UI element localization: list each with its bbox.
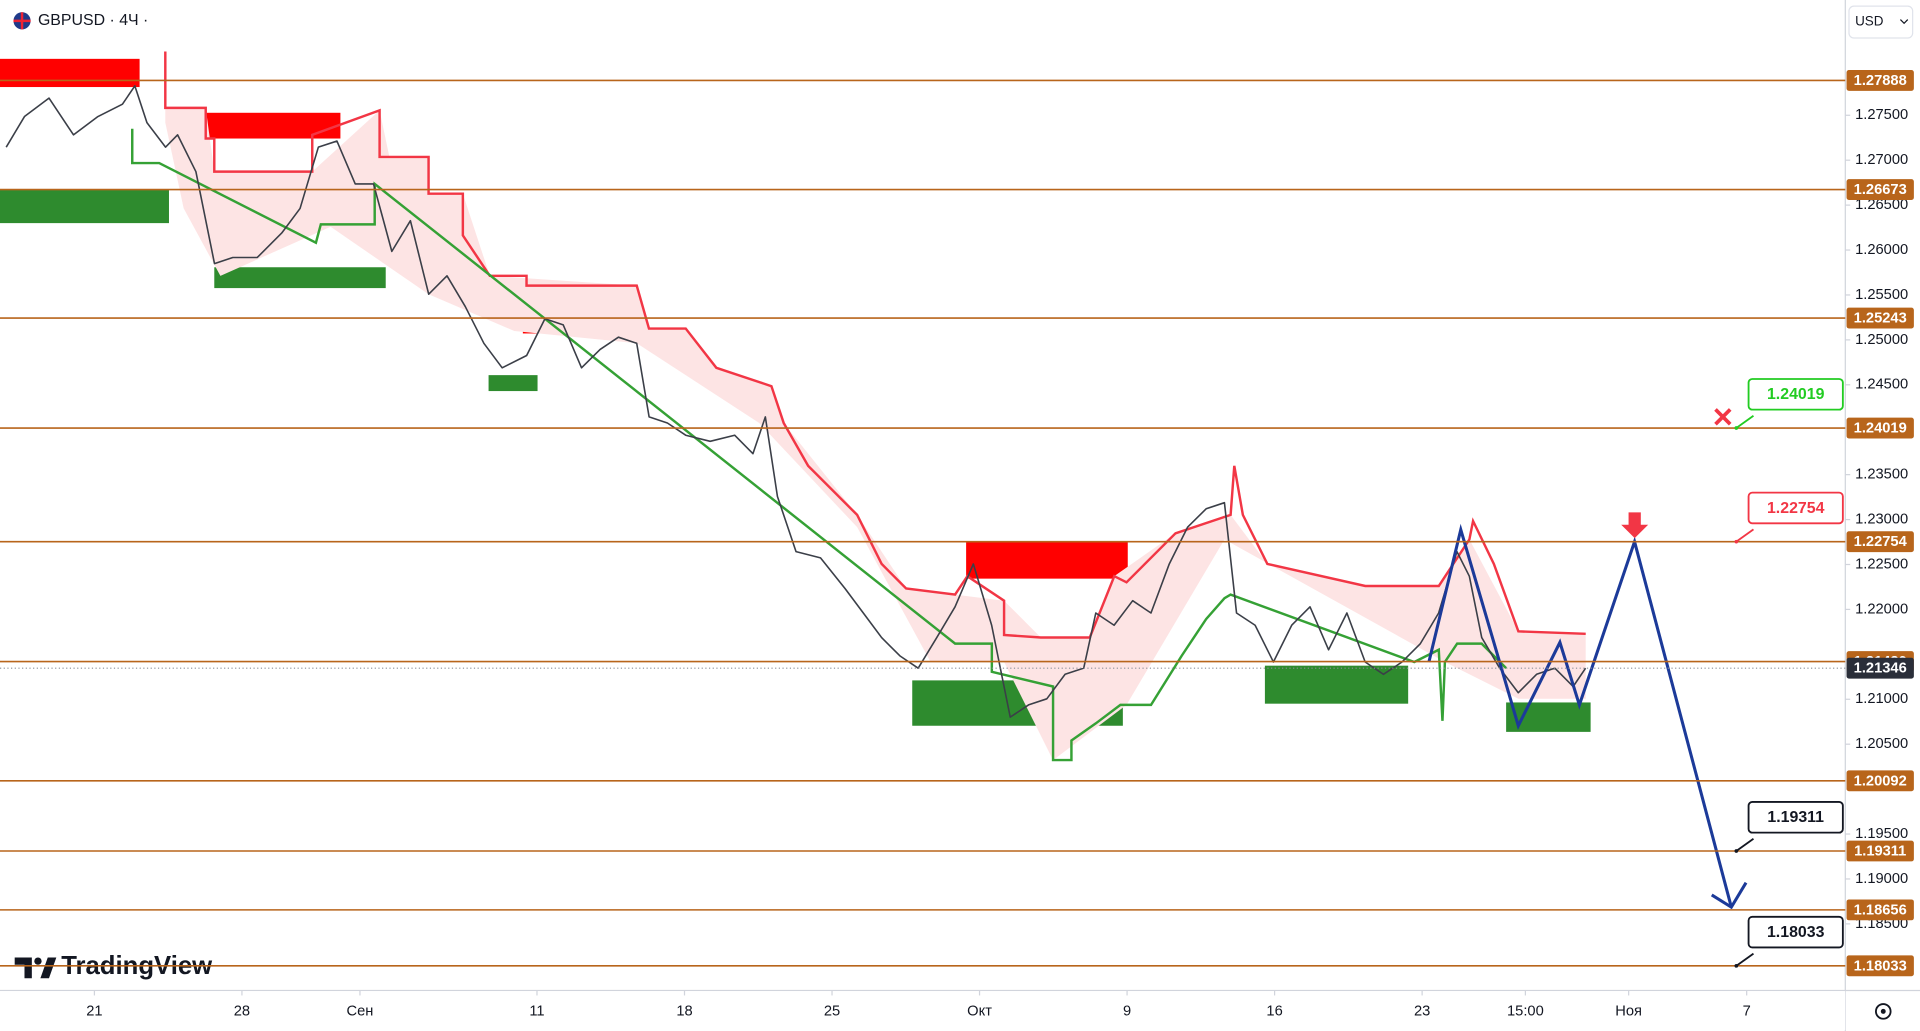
x-tick-label: 16 [1266, 1003, 1282, 1019]
y-tick-label: 1.26500 [1855, 197, 1908, 213]
x-tick-label: Сен [347, 1003, 374, 1019]
callout-label: 1.18033 [1767, 924, 1825, 941]
level-label-box [1846, 69, 1914, 91]
level-label: 1.20092 [1854, 773, 1907, 789]
x-tick-label: 18 [676, 1003, 692, 1019]
callout-box [1747, 915, 1844, 949]
x-tick-label: 11 [529, 1003, 544, 1019]
demand-zone [0, 190, 169, 224]
level-label-box [1846, 531, 1914, 553]
currency-selector[interactable] [1848, 5, 1914, 39]
callout-box [1747, 801, 1844, 834]
level-label: 1.26673 [1854, 182, 1907, 198]
y-tick-label: 1.23500 [1855, 467, 1908, 483]
level-label-box [1846, 770, 1914, 792]
supply-zone [966, 541, 1128, 579]
x-tick-label: 9 [1123, 1003, 1131, 1019]
x-tick-label: 7 [1743, 1003, 1751, 1019]
time-axis [0, 991, 1846, 1031]
callout-label: 1.19311 [1767, 809, 1824, 826]
level-label-box [1846, 899, 1914, 921]
y-tick-label: 1.22500 [1855, 556, 1908, 572]
band-fill [165, 107, 1586, 761]
logo-mark [40, 957, 57, 979]
level-label: 1.22754 [1854, 534, 1908, 550]
demand-zone [488, 375, 538, 392]
flag-cross [13, 12, 31, 30]
currency-label[interactable]: USD [1855, 14, 1884, 29]
last-price-box [1846, 657, 1914, 679]
demand-zone [1264, 665, 1409, 704]
level-label-box [1846, 955, 1914, 977]
last-price-label: 1.21346 [1854, 661, 1907, 677]
y-tick-label: 1.23000 [1855, 511, 1908, 527]
x-tick-label: 15:00 [1507, 1003, 1544, 1019]
x-tick-label: 25 [824, 1003, 840, 1019]
cancel-mark [1714, 408, 1732, 426]
callout-anchor [1734, 849, 1739, 853]
callout-pointer [1735, 952, 1755, 967]
callout-anchor [1734, 426, 1739, 430]
level-label: 1.25243 [1854, 311, 1907, 327]
down-arrow [1621, 512, 1649, 539]
callout-label: 1.24019 [1767, 386, 1825, 403]
y-tick-label: 1.21000 [1855, 691, 1908, 707]
settings-dot[interactable] [1880, 1008, 1886, 1014]
supply-zone [0, 58, 140, 88]
callout-box [1747, 491, 1844, 525]
trailing-band [131, 51, 1586, 762]
y-tick-label: 1.19000 [1855, 871, 1908, 887]
callout-anchor [1734, 539, 1739, 544]
logo-dot [34, 957, 42, 965]
y-tick-label: 1.25000 [1855, 332, 1908, 348]
y-tick-label: 1.26000 [1855, 242, 1908, 258]
level-label: 1.18656 [1854, 902, 1907, 918]
band-lower [131, 128, 1507, 762]
markers [1621, 408, 1732, 539]
level-label-box [1846, 417, 1914, 439]
level-label: 1.24019 [1854, 421, 1907, 437]
callout-label: 1.22754 [1767, 500, 1825, 517]
x-tick-label: 21 [86, 1003, 102, 1019]
demand-zone [214, 267, 386, 289]
y-tick-label: 1.27500 [1855, 107, 1908, 123]
forecast-arrowhead [1710, 881, 1748, 910]
y-tick-label: 1.22000 [1855, 601, 1908, 617]
demand-zone [1506, 702, 1591, 732]
y-tick-label: 1.19500 [1855, 826, 1908, 842]
callout-anchor [1734, 963, 1739, 968]
x-tick-label: 23 [1414, 1003, 1430, 1019]
level-label: 1.27888 [1854, 73, 1907, 89]
y-tick-label: 1.24500 [1855, 377, 1908, 393]
zones [0, 58, 1591, 732]
x-tick-label: 28 [234, 1003, 250, 1019]
settings-button[interactable] [1875, 1003, 1892, 1020]
logo-mark [14, 957, 32, 979]
level-label-box [1846, 307, 1914, 329]
x-tick-label: Окт [967, 1003, 992, 1019]
y-tick-label: 1.20500 [1855, 736, 1908, 752]
y-tick-label: 1.27000 [1855, 152, 1908, 168]
dropdown-chevron[interactable] [1899, 19, 1909, 25]
level-label-box [1846, 840, 1914, 862]
x-tick-label: Ноя [1615, 1003, 1642, 1019]
level-label: 1.18033 [1854, 958, 1907, 974]
level-label: 1.19311 [1854, 844, 1906, 860]
callout-pointer [1735, 528, 1755, 543]
callout-box [1747, 378, 1844, 411]
y-tick-label: 1.25500 [1855, 287, 1908, 303]
price-line [5, 85, 1587, 718]
callout-pointer [1735, 415, 1755, 429]
level-label-box [1846, 179, 1914, 200]
callout-pointer [1735, 838, 1755, 852]
band-upper [164, 51, 1586, 639]
symbol-title[interactable]: GBPUSD · 4Ч · [38, 12, 148, 29]
